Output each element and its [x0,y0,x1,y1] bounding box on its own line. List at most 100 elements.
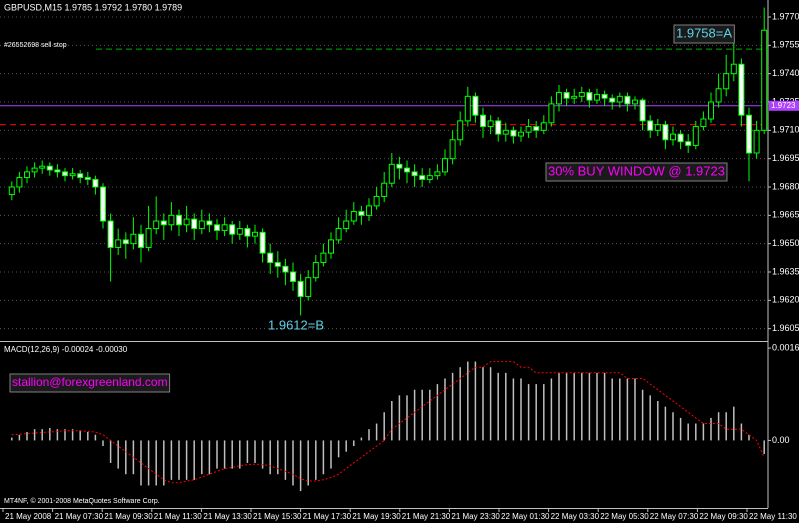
candle-body [457,120,464,141]
candle-body [639,99,646,122]
candle-body [153,220,160,230]
candle-body [472,95,479,116]
candle-body [31,167,38,173]
candle-body [761,29,768,131]
candle-body [548,103,555,124]
candle-body [388,163,395,184]
annotation-box [545,162,728,182]
candle-body [69,173,76,177]
candle-body [624,95,631,105]
candle-body [540,122,547,131]
candle-body [282,265,289,273]
candle-body [107,220,114,248]
candle-body [229,224,236,235]
x-tick-label: 22 May 11:30 [749,512,797,521]
order-label: #26552698 sell stop [4,42,67,49]
candle-body [654,124,661,131]
y-tick-label: 1.9650 [772,238,799,248]
x-tick-label: 22 May 07:30 [650,512,699,521]
candle-body [487,120,494,128]
candle-body [24,171,30,179]
candle-body [115,239,122,248]
candle-body [206,220,213,226]
x-tick-label: 21 May 07:30 [55,512,104,521]
candle-body [16,177,23,188]
candle-body [586,92,593,101]
candle-body [594,93,600,101]
candle-body [677,133,684,143]
candle-body [442,158,448,173]
candle-body [312,262,319,279]
candle-body [221,224,228,231]
candle-body [647,120,654,131]
annotation-box [673,24,735,44]
candle-body [525,126,532,133]
candle-body [632,99,638,105]
x-tick-label: 21 May 19:30 [352,512,401,521]
candle-body [373,195,380,207]
candle-body [8,186,15,196]
y-tick-label: 1.9620 [772,295,799,305]
candle-body [305,277,312,298]
annotation: 30% BUY WINDOW @ 1.9723 [548,163,725,178]
x-tick-label: 22 May 05:30 [600,512,649,521]
candle-body [381,182,388,197]
candle-body [434,171,441,177]
candle-body [578,92,585,97]
candle-body [252,231,258,237]
y-tick-label: 0.00164 [772,342,799,352]
candle-body [715,88,722,103]
candle-body [343,220,350,230]
candle-body [160,220,167,226]
indicator-title: MACD(12,26,9) -0.00024 -0.00030 [4,345,128,354]
candle-body [290,271,296,282]
x-tick-label: 21 May 2008 [5,512,52,521]
x-tick-label: 22 May 03:30 [551,512,600,521]
candle-body [297,280,304,298]
price-marker-label: 1.9723 [771,101,796,110]
candle-body [609,97,616,103]
y-tick-label: 1.9605 [772,323,799,333]
candle-body [214,224,220,231]
candle-body [563,92,570,99]
candle-body [39,165,46,169]
candle-body [396,163,403,169]
price-marker [769,100,799,111]
candle-body [510,129,517,137]
candle-body [145,228,152,248]
y-tick-label: 1.9740 [772,68,799,78]
candle-body [464,95,471,122]
candle-body [84,177,91,180]
candle-body [670,133,676,141]
candle-body [358,211,365,216]
candle-body [274,262,281,267]
y-tick-label: 1.9635 [772,266,799,276]
candle-body [495,120,502,135]
candle-body [183,218,190,226]
candle-body [267,252,274,264]
x-tick-label: 21 May 23:30 [451,512,500,521]
candle-body [426,175,433,180]
y-tick-label: 1.9695 [772,153,799,163]
candle-body [556,92,562,105]
x-tick-label: 21 May 11:30 [154,512,202,521]
candle-body [738,63,745,116]
candle-body [236,228,243,235]
candle-body [130,233,137,245]
candle-body [176,214,182,226]
copyright: MT4NF, © 2001-2008 MetaQuotes Software C… [4,497,160,505]
y-tick-label: 1.9680 [772,181,799,191]
signal-line [11,361,765,484]
candle-body [616,95,623,103]
y-tick-label: 1.9665 [772,210,799,220]
candle-body [708,101,714,120]
candle-body [571,95,578,99]
x-tick-label: 21 May 13:30 [203,512,252,521]
candle-body [168,214,175,226]
candle-body [419,175,426,180]
x-tick-label: 21 May 15:30 [253,512,302,521]
candle-body [480,114,486,128]
candle-body [350,211,357,222]
